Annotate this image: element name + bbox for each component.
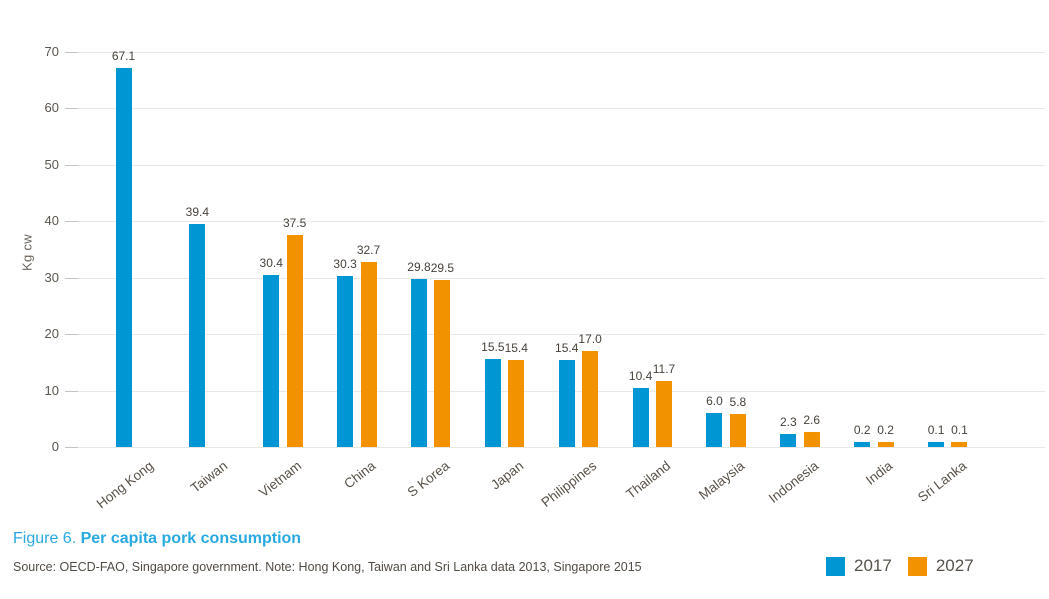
y-tick-label-60: 60 [44,100,59,115]
gridline-y-10 [65,390,1045,392]
bar-2017-india [854,441,871,447]
y-tickmark-20 [65,334,78,335]
bar-2027-indonesia [803,432,820,447]
bar-2017-philippines [558,359,575,447]
bar-2027-china [360,262,377,447]
gridline-y-50 [65,164,1045,166]
y-tickmark-30 [65,277,78,279]
bar-value-2027-thailand: 11.7 [652,361,676,376]
legend-item-2027: 2027 [907,556,974,576]
bar-2017-malaysia [706,413,723,447]
bar-value-2017-indonesia: 2.3 [779,415,797,429]
bar-2027-philippines [582,350,599,447]
source-note: Source: OECD-FAO, Singapore government. … [13,560,642,574]
bar-value-2017-s-korea: 29.8 [407,259,431,274]
bar-value-2027-indonesia: 2.6 [803,413,821,428]
bar-2017-taiwan [189,224,206,447]
legend-label-2027: 2027 [935,556,974,575]
bar-value-2027-malaysia: 5.8 [729,395,747,410]
legend-swatch-2027 [907,556,927,576]
bar-value-2017-india: 0.2 [853,422,871,437]
bar-value-2017-hong-kong: 67.1 [111,48,136,63]
y-tick-label-40: 40 [44,213,59,228]
legend-item-2017: 2017 [826,556,892,576]
bar-chart: Kg cw 0 10 20 30 40 50 60 70 67.1 39.4 30.4 30.3 29.… [20,43,1045,511]
y-tick-label-30: 30 [44,269,59,285]
bar-value-2017-philippines: 15.4 [555,340,579,355]
figure-label: Figure 6. [13,530,77,547]
bar-2027-india [877,441,894,447]
y-tickmark-70 [65,51,78,53]
y-tickmark-40 [65,221,78,222]
bar-value-2027-sri-lanka: 0.1 [951,422,968,437]
bar-value-2017-vietnam: 30.4 [259,256,283,271]
bar-2017-vietnam [263,275,280,447]
bar-value-2017-thailand: 10.4 [628,369,653,384]
bar-value-2027-philippines: 17.0 [578,331,602,346]
bar-2017-sri-lanka [928,441,945,447]
gridline-y-20 [65,334,1045,335]
bar-2027-malaysia [729,414,746,447]
y-tickmark-0 [65,447,78,448]
y-tick-label-20: 20 [44,326,59,341]
bar-value-2027-china: 32.7 [356,243,381,258]
caption-title: Per capita pork consumption [80,530,302,547]
bar-2017-japan [484,359,501,447]
bar-value-2017-malaysia: 6.0 [706,394,723,409]
bar-2027-japan [508,359,525,447]
bar-2017-hong-kong [115,67,132,447]
bar-2027-s-korea [434,280,451,447]
y-tickmark-60 [65,108,78,109]
y-tickmark-50 [65,164,78,166]
gridline-y-30 [65,277,1045,279]
gridline-y-60 [65,108,1045,109]
bar-value-2017-taiwan: 39.4 [185,205,210,220]
gridline-y-0 [65,447,1045,448]
bar-2017-s-korea [410,278,427,447]
bar-2017-china [337,275,354,447]
y-tick-label-10: 10 [44,382,59,398]
legend: 2017 2027 [826,556,974,576]
legend-label-2017: 2017 [854,556,892,575]
bar-value-2017-china: 30.3 [333,256,357,271]
bar-2017-indonesia [780,434,797,447]
y-tick-label-70: 70 [44,43,59,59]
y-tick-label-50: 50 [44,156,59,172]
bar-2027-thailand [655,380,672,447]
y-tickmark-10 [65,390,78,392]
gridline-y-70 [65,51,1045,53]
bar-2027-sri-lanka [951,441,968,447]
y-tick-label-0: 0 [51,439,59,454]
bar-2027-vietnam [286,235,303,447]
bar-value-2017-japan: 15.5 [481,340,505,355]
bar-value-2027-japan: 15.4 [504,340,528,355]
bar-value-2027-s-korea: 29.5 [430,261,455,276]
figure-caption: Figure 6. Per capita pork consumption [13,530,301,548]
bar-value-2027-vietnam: 37.5 [282,216,307,231]
legend-swatch-2017 [826,556,845,576]
bar-value-2017-sri-lanka: 0.1 [927,422,945,437]
bar-value-2027-india: 0.2 [877,422,894,437]
gridline-y-40 [65,221,1045,222]
bar-2017-thailand [632,388,649,447]
